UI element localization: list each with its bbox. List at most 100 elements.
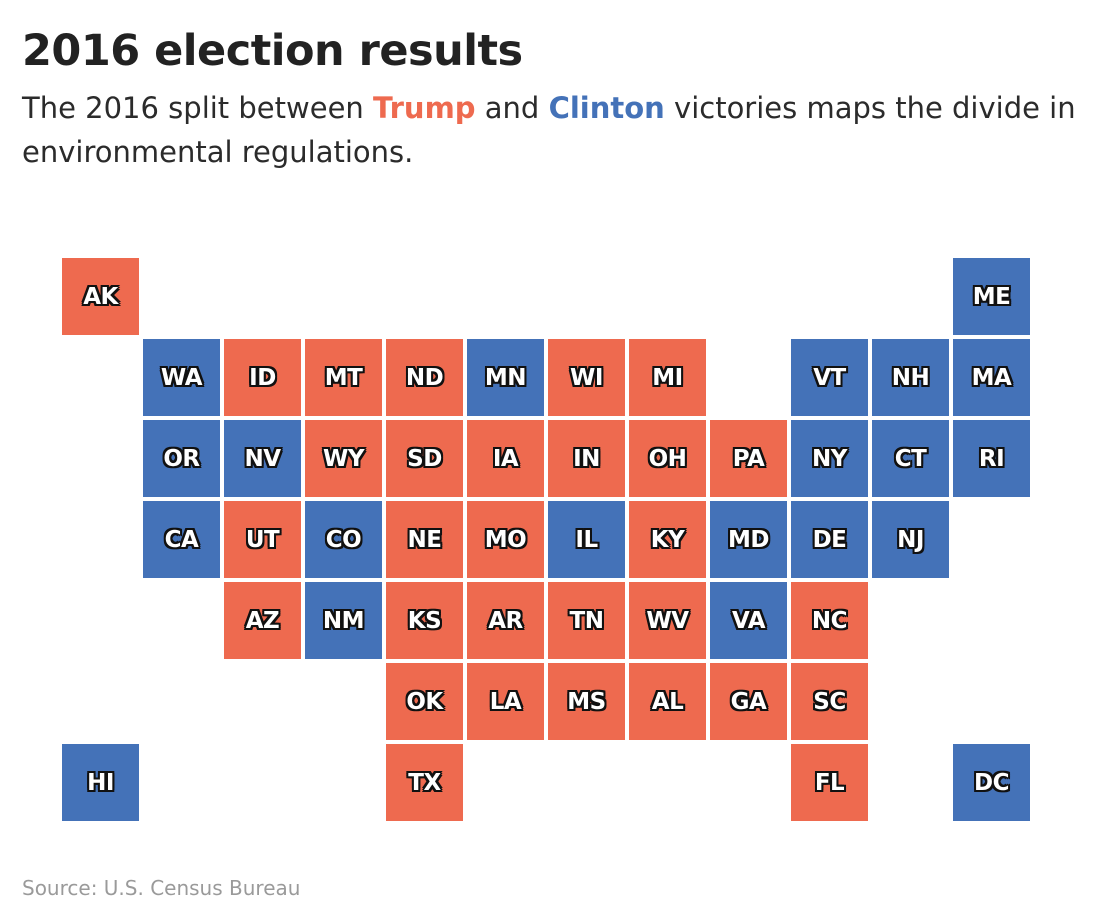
state-label: GA: [730, 688, 767, 715]
state-tile-il: IL: [548, 501, 625, 578]
state-label: DE: [812, 526, 847, 553]
state-label: OR: [163, 445, 200, 472]
source-note: Source: U.S. Census Bureau: [22, 876, 301, 900]
state-label: AL: [651, 688, 684, 715]
state-label: UT: [245, 526, 280, 553]
state-label: WV: [646, 607, 689, 634]
state-label: FL: [814, 769, 845, 796]
state-tile-wa: WA: [143, 339, 220, 416]
state-label: MS: [567, 688, 606, 715]
state-tile-nd: ND: [386, 339, 463, 416]
state-tile-or: OR: [143, 420, 220, 497]
trump-highlight: Trump: [373, 91, 476, 125]
state-label: KS: [407, 607, 442, 634]
state-label: CA: [164, 526, 199, 553]
state-label: SD: [407, 445, 442, 472]
state-label: NE: [407, 526, 442, 553]
state-tile-sc: SC: [791, 663, 868, 740]
state-tile-tn: TN: [548, 582, 625, 659]
subtitle: The 2016 split between Trump and Clinton…: [22, 86, 1102, 174]
state-label: TN: [569, 607, 604, 634]
state-label: ND: [405, 364, 444, 391]
state-label: NJ: [897, 526, 924, 553]
state-label: KY: [650, 526, 685, 553]
state-tile-wy: WY: [305, 420, 382, 497]
state-tile-az: AZ: [224, 582, 301, 659]
state-label: PA: [732, 445, 765, 472]
state-tile-me: ME: [953, 258, 1030, 335]
state-tile-nj: NJ: [872, 501, 949, 578]
state-label: IA: [492, 445, 519, 472]
clinton-highlight: Clinton: [548, 91, 665, 125]
state-tile-mo: MO: [467, 501, 544, 578]
state-tile-sd: SD: [386, 420, 463, 497]
state-tile-ia: IA: [467, 420, 544, 497]
state-label: MO: [484, 526, 527, 553]
state-label: NM: [322, 607, 365, 634]
state-tile-pa: PA: [710, 420, 787, 497]
subtitle-text-2: and: [475, 91, 549, 125]
state-label: IL: [575, 526, 598, 553]
state-label: CO: [325, 526, 362, 553]
state-tile-nm: NM: [305, 582, 382, 659]
state-label: ME: [972, 283, 1011, 310]
state-label: OH: [648, 445, 687, 472]
state-tile-vt: VT: [791, 339, 868, 416]
state-tile-mt: MT: [305, 339, 382, 416]
state-label: AK: [83, 283, 118, 310]
state-label: DC: [974, 769, 1009, 796]
state-label: CT: [894, 445, 927, 472]
state-label: MI: [652, 364, 683, 391]
state-tile-al: AL: [629, 663, 706, 740]
state-label: NC: [811, 607, 848, 634]
state-tile-la: LA: [467, 663, 544, 740]
state-tile-ks: KS: [386, 582, 463, 659]
state-tile-de: DE: [791, 501, 868, 578]
subtitle-text-3: victories maps the divide in environment…: [22, 91, 1076, 169]
state-tile-mn: MN: [467, 339, 544, 416]
state-label: IN: [573, 445, 600, 472]
page-title: 2016 election results: [22, 26, 523, 76]
state-tile-in: IN: [548, 420, 625, 497]
state-tile-ne: NE: [386, 501, 463, 578]
state-tile-ar: AR: [467, 582, 544, 659]
state-label: WI: [570, 364, 603, 391]
state-tile-va: VA: [710, 582, 787, 659]
state-label: LA: [489, 688, 522, 715]
state-label: NV: [244, 445, 281, 472]
state-tile-ma: MA: [953, 339, 1030, 416]
subtitle-text-1: The 2016 split between: [22, 91, 374, 125]
state-label: RI: [978, 445, 1005, 472]
state-label: WY: [322, 445, 365, 472]
state-tile-nc: NC: [791, 582, 868, 659]
state-tile-ky: KY: [629, 501, 706, 578]
state-tile-id: ID: [224, 339, 301, 416]
state-tile-ct: CT: [872, 420, 949, 497]
state-tile-ak: AK: [62, 258, 139, 335]
state-label: WA: [160, 364, 203, 391]
state-label: NH: [891, 364, 930, 391]
state-label: MA: [971, 364, 1012, 391]
state-label: HI: [87, 769, 114, 796]
state-label: VA: [731, 607, 766, 634]
state-label: MD: [728, 526, 769, 553]
state-tile-ga: GA: [710, 663, 787, 740]
state-label: ID: [249, 364, 276, 391]
state-tile-ri: RI: [953, 420, 1030, 497]
state-label: OK: [406, 688, 443, 715]
state-tile-mi: MI: [629, 339, 706, 416]
state-tile-wv: WV: [629, 582, 706, 659]
state-label: NY: [812, 445, 847, 472]
state-tile-ut: UT: [224, 501, 301, 578]
state-tile-wi: WI: [548, 339, 625, 416]
state-tile-ca: CA: [143, 501, 220, 578]
state-tile-hi: HI: [62, 744, 139, 821]
state-tile-ny: NY: [791, 420, 868, 497]
state-tile-oh: OH: [629, 420, 706, 497]
state-label: MT: [324, 364, 363, 391]
state-label: SC: [813, 688, 846, 715]
state-tile-md: MD: [710, 501, 787, 578]
state-tile-co: CO: [305, 501, 382, 578]
state-label: MN: [484, 364, 527, 391]
